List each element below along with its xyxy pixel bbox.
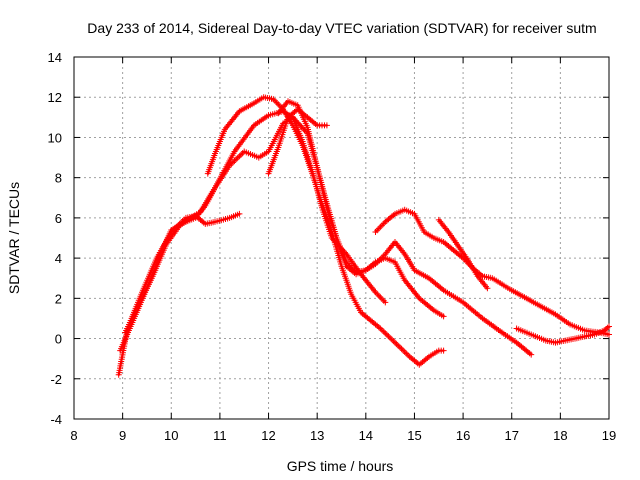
y-axis-label: SDTVAR / TECUs <box>6 182 22 294</box>
series-track-1 <box>115 210 243 378</box>
x-tick-label: 17 <box>504 428 518 443</box>
x-tick-label: 11 <box>213 428 227 443</box>
x-tick-label: 19 <box>602 428 616 443</box>
series-line <box>374 208 611 336</box>
series-track-5 <box>265 106 330 177</box>
y-tick-label: 6 <box>55 211 62 226</box>
series-track-6 <box>275 98 535 358</box>
y-tick-label: 10 <box>48 130 62 145</box>
y-tick-label: 4 <box>55 251 62 266</box>
x-tick-label: 10 <box>164 428 178 443</box>
data-point-marker <box>606 323 612 330</box>
x-tick-label: 16 <box>456 428 470 443</box>
data-point-marker <box>440 347 447 354</box>
y-tick-label: -4 <box>50 412 62 427</box>
data-point-marker <box>528 351 535 358</box>
y-tick-label: -2 <box>50 372 62 387</box>
y-tick-label: 0 <box>55 332 62 347</box>
x-tick-label: 14 <box>359 428 373 443</box>
axis-ticks: 8 9 10 11 12 13 14 15 16 17 18 19 -4 -2 0 2 4 6 8 10 12 14 <box>48 50 617 443</box>
y-tick-label: 2 <box>55 291 62 306</box>
data-point-marker <box>382 299 389 306</box>
x-tick-label: 18 <box>553 428 567 443</box>
grid-lines <box>74 57 609 419</box>
series-track-9 <box>513 323 612 346</box>
series-track-8 <box>435 216 491 292</box>
series-track-3 <box>122 108 389 336</box>
x-tick-label: 15 <box>407 428 421 443</box>
plot-frame <box>73 56 610 420</box>
x-axis-label: GPS time / hours <box>287 458 394 474</box>
data-point-marker <box>323 122 330 129</box>
series-track-4 <box>204 94 447 368</box>
y-tick-label: 12 <box>48 90 62 105</box>
x-tick-label: 9 <box>119 428 126 443</box>
data-point-marker <box>484 285 491 292</box>
series-line <box>117 212 241 376</box>
chart-title: Day 233 of 2014, Sidereal Day-to-day VTE… <box>87 20 596 36</box>
y-tick-label: 8 <box>55 171 62 186</box>
data-point-marker <box>440 313 447 320</box>
x-tick-label: 13 <box>310 428 324 443</box>
y-tick-label: 14 <box>48 50 62 65</box>
series-line <box>124 110 387 334</box>
data-markers <box>115 94 612 378</box>
x-tick-label: 8 <box>70 428 77 443</box>
data-point-marker <box>606 331 612 338</box>
series-track-2 <box>117 114 447 354</box>
series-track-7 <box>372 206 612 338</box>
x-tick-label: 12 <box>261 428 275 443</box>
data-point-marker <box>236 210 243 217</box>
series-line <box>277 100 533 356</box>
